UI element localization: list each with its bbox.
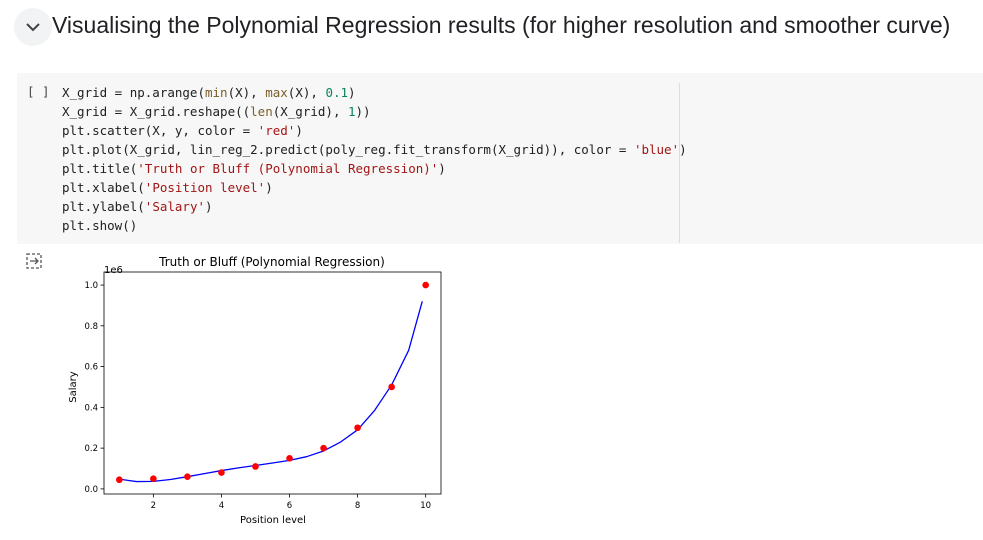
scatter-point — [422, 281, 429, 289]
code-token: (X_grid), — [272, 104, 348, 119]
code-token: len — [250, 104, 273, 119]
y-offset-label: 1e6 — [104, 265, 123, 276]
ruler — [679, 83, 680, 243]
scatter-point — [116, 476, 123, 484]
collapse-button[interactable] — [14, 8, 52, 51]
code-line: X_grid = X_grid.reshape((len(X_grid), 1)… — [62, 102, 687, 121]
scatter-point — [184, 473, 191, 480]
x-tick-label: 10 — [420, 501, 431, 511]
code-token: (X), — [227, 85, 266, 100]
code-token: max — [265, 85, 288, 100]
section-heading: Visualising the Polynomial Regression re… — [52, 12, 951, 38]
x-tick-label: 8 — [355, 501, 360, 511]
code-token: 'Position level' — [144, 180, 266, 195]
y-tick-label: 1.0 — [84, 281, 98, 291]
scatter-point — [320, 444, 327, 452]
code-token: 'Salary' — [144, 199, 206, 214]
code-line: plt.xlabel('Position level') — [62, 178, 687, 197]
x-tick-label: 2 — [151, 501, 156, 511]
code-token: ) — [265, 180, 273, 195]
code-line: plt.plot(X_grid, lin_reg_2.predict(poly_… — [62, 140, 687, 159]
scatter-point — [252, 463, 259, 470]
chart: Truth or Bluff (Polynomial Regression) P… — [68, 255, 442, 526]
code-token: ) — [679, 142, 687, 157]
code-token: ) — [205, 199, 213, 214]
code-editor[interactable]: X_grid = np.arange(min(X), max(X), 0.1) X… — [62, 83, 687, 235]
code-token: ) — [295, 123, 303, 138]
code-token: )) — [355, 104, 371, 119]
y-tick-label: 0.2 — [84, 444, 98, 454]
chart-title: Truth or Bluff (Polynomial Regression) — [158, 255, 385, 269]
code-line: plt.scatter(X, y, color = 'red') — [62, 121, 687, 140]
y-tick-label: 0.6 — [84, 363, 98, 373]
output-icon[interactable] — [25, 252, 45, 277]
code-line: plt.show() — [62, 216, 687, 235]
scatter-point — [218, 469, 225, 476]
scatter-point — [286, 455, 293, 462]
regression-line — [119, 301, 423, 483]
code-token: 'blue' — [633, 142, 680, 157]
code-token: min — [205, 85, 228, 100]
x-axis-label: Position level — [240, 515, 306, 526]
scatter-point — [150, 475, 157, 483]
code-line: plt.title('Truth or Bluff (Polynomial Re… — [62, 159, 687, 178]
code-token: plt.xlabel( — [62, 180, 145, 195]
scatter-point — [388, 383, 395, 391]
code-token: (X), — [287, 85, 326, 100]
y-tick-label: 0.0 — [84, 485, 98, 495]
code-cell[interactable]: [ ] X_grid = np.arange(min(X), max(X), 0… — [17, 73, 983, 244]
y-axis-label: Salary — [68, 371, 79, 402]
code-token: 0.1 — [325, 85, 349, 100]
code-line: plt.ylabel('Salary') — [62, 197, 687, 216]
code-token: plt.show() — [62, 218, 138, 233]
code-token: ) — [348, 85, 356, 100]
x-tick-label: 4 — [219, 501, 224, 511]
code-token: X_grid = X_grid.reshape(( — [62, 104, 251, 119]
code-token: 1 — [348, 104, 356, 119]
code-token: ) — [438, 161, 446, 176]
scatter-point — [354, 424, 361, 432]
plot-frame — [103, 271, 442, 495]
code-token: plt.scatter(X, y, color = — [62, 123, 258, 138]
output-glyph — [26, 253, 42, 269]
code-token: X_grid = np.arange( — [62, 85, 205, 100]
code-token: plt.plot(X_grid, lin_reg_2.predict(poly_… — [62, 142, 634, 157]
y-tick-label: 0.8 — [84, 322, 98, 332]
y-tick-label: 0.4 — [84, 403, 98, 413]
chevron-icon — [14, 8, 52, 46]
code-token: 'red' — [257, 123, 296, 138]
run-button[interactable]: [ ] — [27, 84, 50, 99]
code-token: plt.title( — [62, 161, 138, 176]
code-token: plt.ylabel( — [62, 199, 145, 214]
code-line: X_grid = np.arange(min(X), max(X), 0.1) — [62, 83, 687, 102]
code-token: 'Truth or Bluff (Polynomial Regression)' — [137, 161, 439, 176]
x-tick-label: 6 — [287, 501, 292, 511]
